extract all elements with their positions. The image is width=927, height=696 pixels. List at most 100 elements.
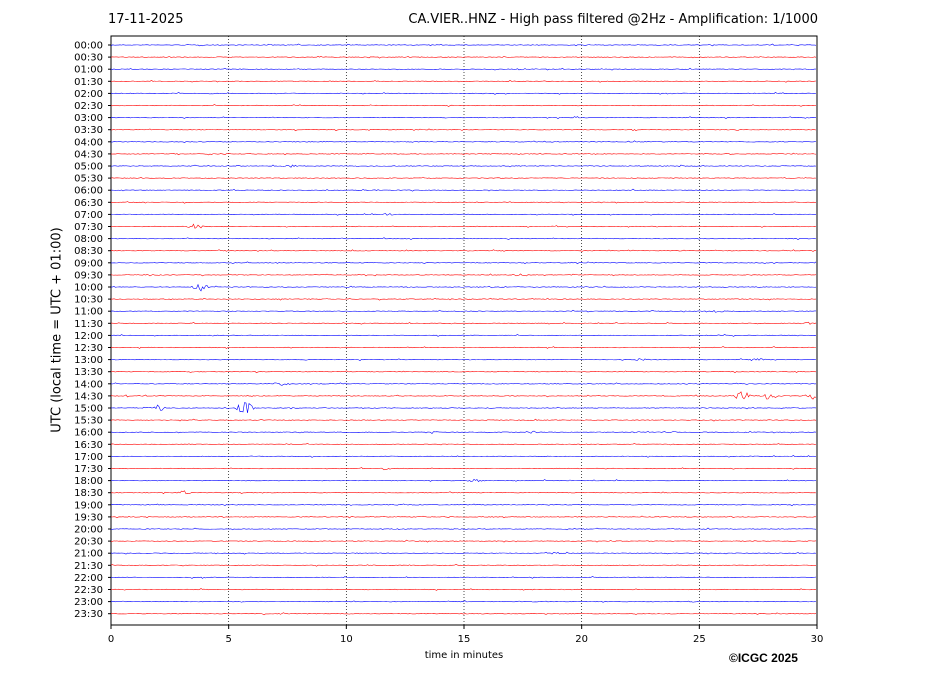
y-tick-label: 03:00 bbox=[74, 113, 103, 124]
y-tick-label: 23:00 bbox=[74, 597, 103, 608]
trace-0700 bbox=[110, 213, 817, 216]
y-tick-label: 07:30 bbox=[74, 222, 103, 233]
y-tick-label: 06:00 bbox=[74, 186, 103, 197]
x-tick-label: 5 bbox=[225, 634, 231, 645]
y-tick-label: 03:30 bbox=[74, 125, 103, 136]
y-tick-label: 12:30 bbox=[74, 343, 103, 354]
trace-1800 bbox=[110, 478, 817, 483]
x-tick-label: 25 bbox=[693, 634, 706, 645]
trace-2130 bbox=[110, 563, 817, 567]
y-tick-label: 01:00 bbox=[74, 65, 103, 76]
trace-0900 bbox=[110, 261, 817, 265]
y-tick-label: 18:30 bbox=[74, 488, 103, 499]
y-tick-label: 20:30 bbox=[74, 537, 103, 548]
trace-0200 bbox=[110, 92, 817, 95]
y-tick-label: 05:00 bbox=[74, 162, 103, 173]
y-tick-label: 17:00 bbox=[74, 452, 103, 463]
trace-1330 bbox=[110, 370, 817, 374]
trace-1900 bbox=[110, 503, 817, 507]
trace-1730 bbox=[110, 467, 817, 471]
y-tick-label: 10:00 bbox=[74, 283, 103, 294]
y-tick-label: 19:00 bbox=[74, 500, 103, 511]
trace-1930 bbox=[110, 515, 817, 519]
trace-0000 bbox=[110, 43, 817, 47]
y-tick-label: 14:30 bbox=[74, 391, 103, 402]
y-tick-label: 14:00 bbox=[74, 379, 103, 390]
y-tick-label: 23:30 bbox=[74, 609, 103, 620]
y-tick-label: 16:30 bbox=[74, 440, 103, 451]
trace-0930 bbox=[110, 273, 817, 277]
y-tick-label: 08:00 bbox=[74, 234, 103, 245]
x-tick-label: 15 bbox=[458, 634, 471, 645]
y-tick-label: 01:30 bbox=[74, 77, 103, 88]
y-tick-label: 10:30 bbox=[74, 295, 103, 306]
trace-1430 bbox=[110, 391, 817, 400]
trace-2030 bbox=[110, 539, 817, 543]
trace-0530 bbox=[110, 176, 817, 179]
y-tick-label: 13:30 bbox=[74, 367, 103, 378]
trace-1400 bbox=[110, 382, 817, 386]
y-tick-label: 07:00 bbox=[74, 210, 103, 221]
y-tick-label: 00:30 bbox=[74, 53, 103, 64]
trace-0430 bbox=[110, 152, 817, 156]
y-tick-label: 12:00 bbox=[74, 331, 103, 342]
trace-1530 bbox=[110, 418, 817, 422]
y-tick-label: 08:30 bbox=[74, 246, 103, 257]
trace-0600 bbox=[110, 188, 817, 192]
y-tick-label: 15:30 bbox=[74, 416, 103, 427]
y-tick-label: 06:30 bbox=[74, 198, 103, 209]
trace-1700 bbox=[110, 455, 817, 458]
trace-0030 bbox=[110, 55, 817, 59]
trace-1000 bbox=[110, 283, 817, 292]
trace-2100 bbox=[110, 551, 817, 555]
trace-1630 bbox=[110, 442, 817, 446]
trace-0730 bbox=[110, 223, 817, 229]
y-tick-label: 00:00 bbox=[74, 41, 103, 52]
x-tick-label: 20 bbox=[575, 634, 588, 645]
y-tick-label: 04:00 bbox=[74, 137, 103, 148]
y-tick-label: 11:30 bbox=[74, 319, 103, 330]
y-tick-label: 04:30 bbox=[74, 149, 103, 160]
y-tick-label: 15:00 bbox=[74, 404, 103, 415]
trace-1130 bbox=[110, 321, 817, 325]
chart-title: CA.VIER..HNZ - High pass filtered @2Hz -… bbox=[408, 12, 818, 27]
y-tick-label: 20:00 bbox=[74, 525, 103, 536]
y-tick-label: 22:00 bbox=[74, 573, 103, 584]
x-tick-label: 10 bbox=[340, 634, 353, 645]
x-tick-label: 30 bbox=[811, 634, 824, 645]
date-label: 17-11-2025 bbox=[108, 12, 184, 27]
trace-2330 bbox=[110, 612, 817, 616]
trace-0300 bbox=[110, 116, 817, 119]
trace-0800 bbox=[110, 237, 817, 240]
trace-0500 bbox=[110, 164, 817, 168]
y-tick-label: 17:30 bbox=[74, 464, 103, 475]
trace-1600 bbox=[110, 430, 817, 434]
y-tick-label: 05:30 bbox=[74, 174, 103, 185]
trace-1830 bbox=[110, 490, 817, 495]
trace-1500 bbox=[110, 402, 817, 414]
y-tick-label: 09:30 bbox=[74, 270, 103, 281]
trace-0100 bbox=[110, 67, 816, 71]
y-tick-label: 22:30 bbox=[74, 585, 103, 596]
trace-0630 bbox=[110, 201, 816, 204]
trace-0400 bbox=[110, 140, 817, 143]
copyright-label: ©ICGC 2025 bbox=[729, 651, 798, 665]
trace-0230 bbox=[110, 104, 817, 107]
y-tick-label: 18:00 bbox=[74, 476, 103, 487]
trace-1230 bbox=[110, 346, 817, 349]
y-tick-label: 13:00 bbox=[74, 355, 103, 366]
trace-0830 bbox=[110, 249, 817, 252]
trace-0330 bbox=[110, 128, 817, 132]
x-axis-label: time in minutes bbox=[424, 650, 504, 661]
trace-2230 bbox=[110, 588, 817, 591]
y-tick-label: 19:30 bbox=[74, 512, 103, 523]
y-tick-label: 16:00 bbox=[74, 428, 103, 439]
x-tick-label: 0 bbox=[108, 634, 114, 645]
trace-2200 bbox=[110, 576, 817, 579]
y-tick-label: 11:00 bbox=[74, 307, 103, 318]
trace-0130 bbox=[110, 79, 817, 83]
trace-1100 bbox=[110, 309, 816, 313]
y-tick-label: 09:00 bbox=[74, 258, 103, 269]
y-tick-label: 21:30 bbox=[74, 561, 103, 572]
